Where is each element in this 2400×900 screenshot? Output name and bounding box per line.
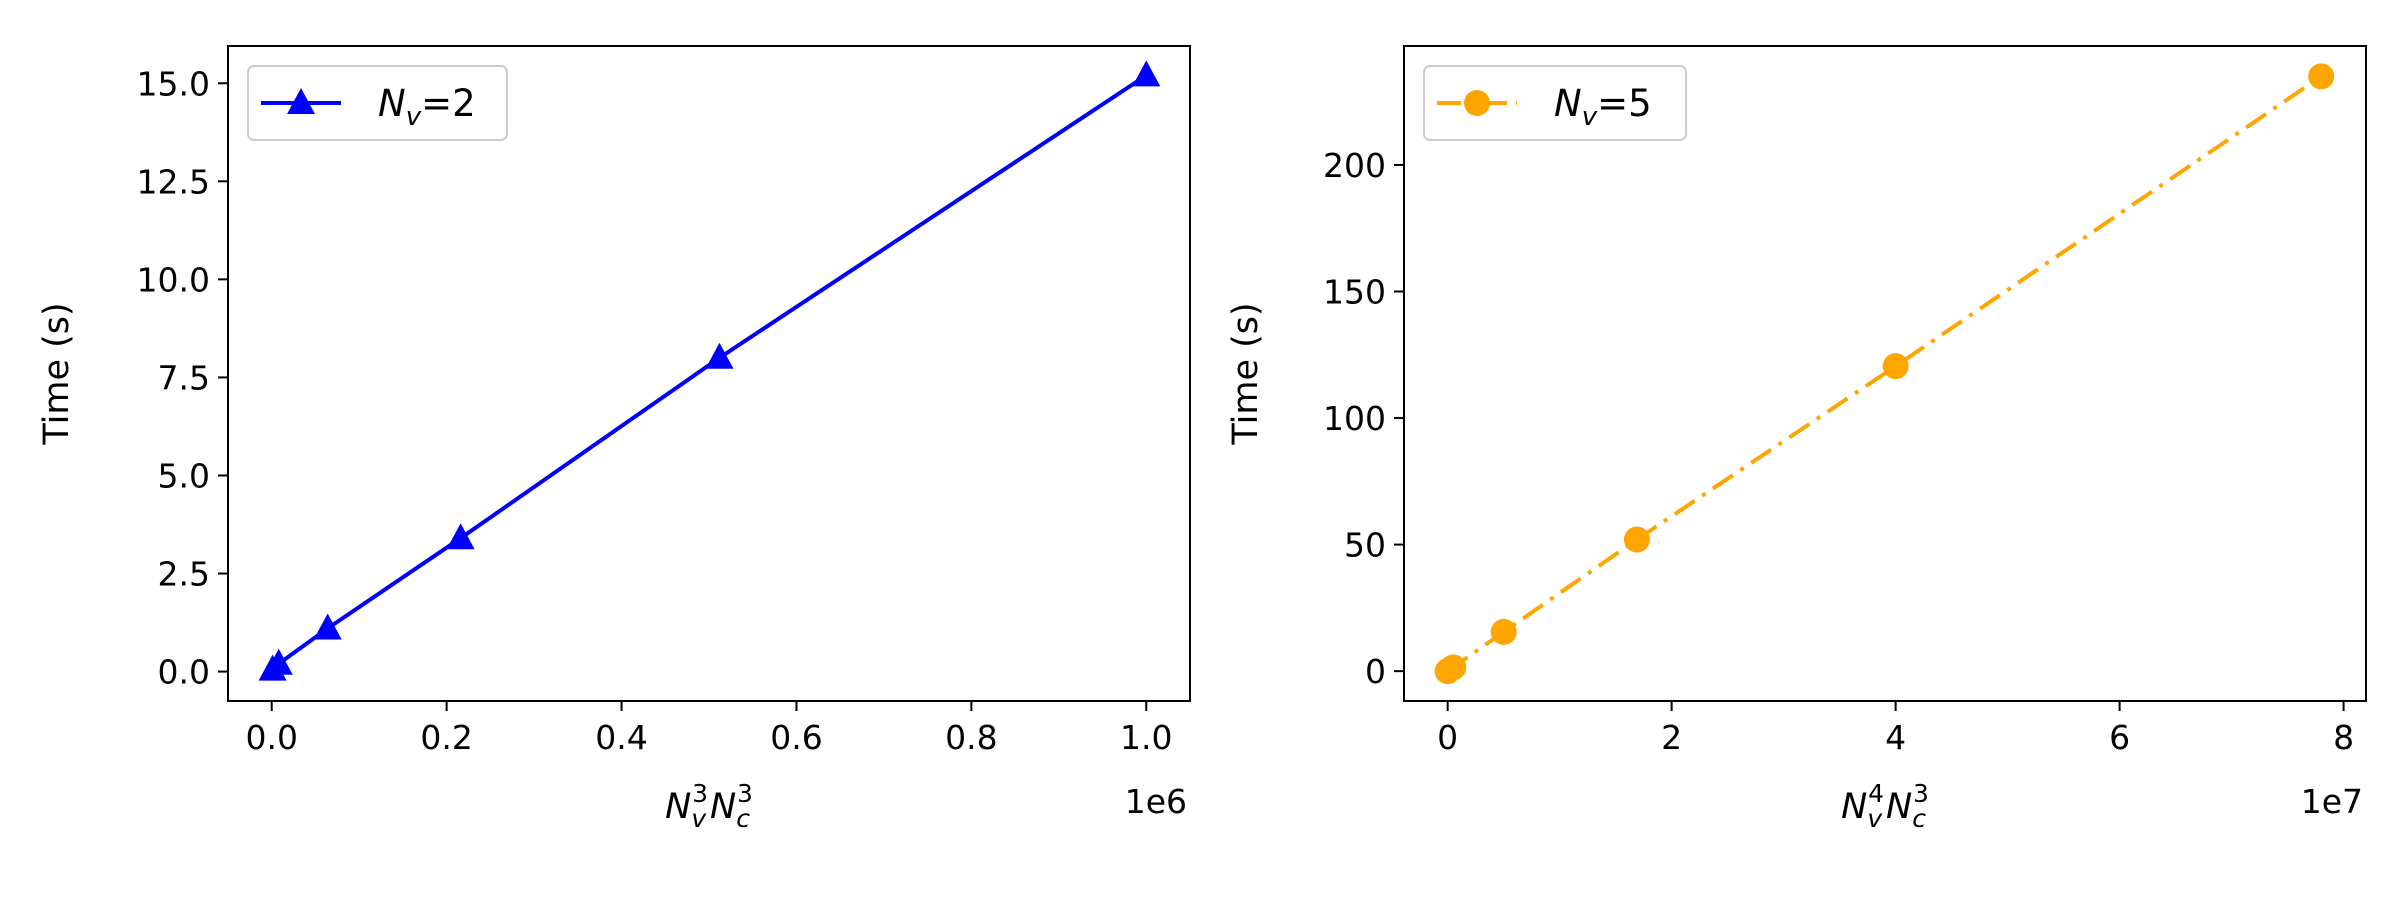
x-axis-label: Nv3Nc3	[665, 779, 753, 833]
y-tick-label: 7.5	[158, 358, 210, 397]
axes-frame	[1403, 45, 2367, 702]
legend-box	[247, 65, 508, 141]
y-tick-label: 150	[1323, 272, 1386, 311]
y-axis-label: Time (s)	[1226, 302, 1266, 445]
x-offset-label: 1e6	[1125, 782, 1187, 821]
x-tick-label: 0.2	[420, 718, 472, 757]
data-point	[313, 613, 342, 640]
data-point	[1882, 353, 1909, 380]
x-tick-label: 0	[1437, 718, 1458, 757]
legend: Nv=2	[247, 65, 508, 141]
data-point	[1623, 526, 1650, 553]
data-point	[2308, 63, 2335, 90]
legend-label: Nv=2	[378, 82, 476, 132]
data-point	[446, 523, 475, 550]
x-offset-label: 1e7	[2301, 782, 2363, 821]
x-tick-label: 2	[1661, 718, 1682, 757]
chart-panel-right: 0 2 4 6 8 0 50 100 150 200 Time (s) Nv4Nc3 1e7 Nv=5	[1226, 45, 2367, 833]
legend: Nv=5	[1423, 65, 1687, 141]
legend-box	[1423, 65, 1687, 141]
y-tick-label: 50	[1344, 526, 1386, 565]
y-tick-label: 10.0	[137, 260, 210, 299]
y-tick-label: 200	[1323, 146, 1386, 185]
x-tick-label: 0.6	[770, 718, 822, 757]
data-point	[1132, 60, 1161, 87]
chart-panel-left: 0.0 0.2 0.4 0.6 0.8 1.0 0.0 2.5 5.0 7.5 10.0 12.5 15…	[37, 45, 1191, 833]
axes-frame	[227, 45, 1191, 702]
x-tick-label: 8	[2333, 718, 2354, 757]
data-point	[1490, 618, 1517, 645]
series-line	[1446, 74, 2323, 673]
series-line	[271, 73, 1148, 672]
y-axis-label: Time (s)	[37, 302, 77, 445]
legend-label: Nv=5	[1554, 82, 1652, 132]
data-point	[264, 648, 293, 675]
legend-marker	[287, 88, 315, 114]
x-axis-label: Nv4Nc3	[1841, 779, 1929, 833]
x-tick-label: 0.4	[595, 718, 647, 757]
y-tick-label: 12.5	[137, 162, 210, 201]
y-tick-label: 2.5	[158, 555, 210, 594]
x-tick-label: 0.0	[245, 718, 297, 757]
y-tick-label: 0.0	[158, 653, 210, 692]
data-point	[1440, 654, 1467, 681]
data-point	[705, 342, 734, 369]
legend-marker	[1464, 90, 1490, 116]
x-tick-label: 4	[1885, 718, 1906, 757]
x-tick-label: 1.0	[1120, 718, 1172, 757]
x-tick-label: 6	[2109, 718, 2130, 757]
y-tick-label: 15.0	[137, 64, 210, 103]
y-tick-label: 100	[1323, 399, 1386, 438]
y-tick-label: 0	[1365, 652, 1386, 691]
x-tick-label: 0.8	[945, 718, 997, 757]
y-tick-label: 5.0	[158, 456, 210, 495]
